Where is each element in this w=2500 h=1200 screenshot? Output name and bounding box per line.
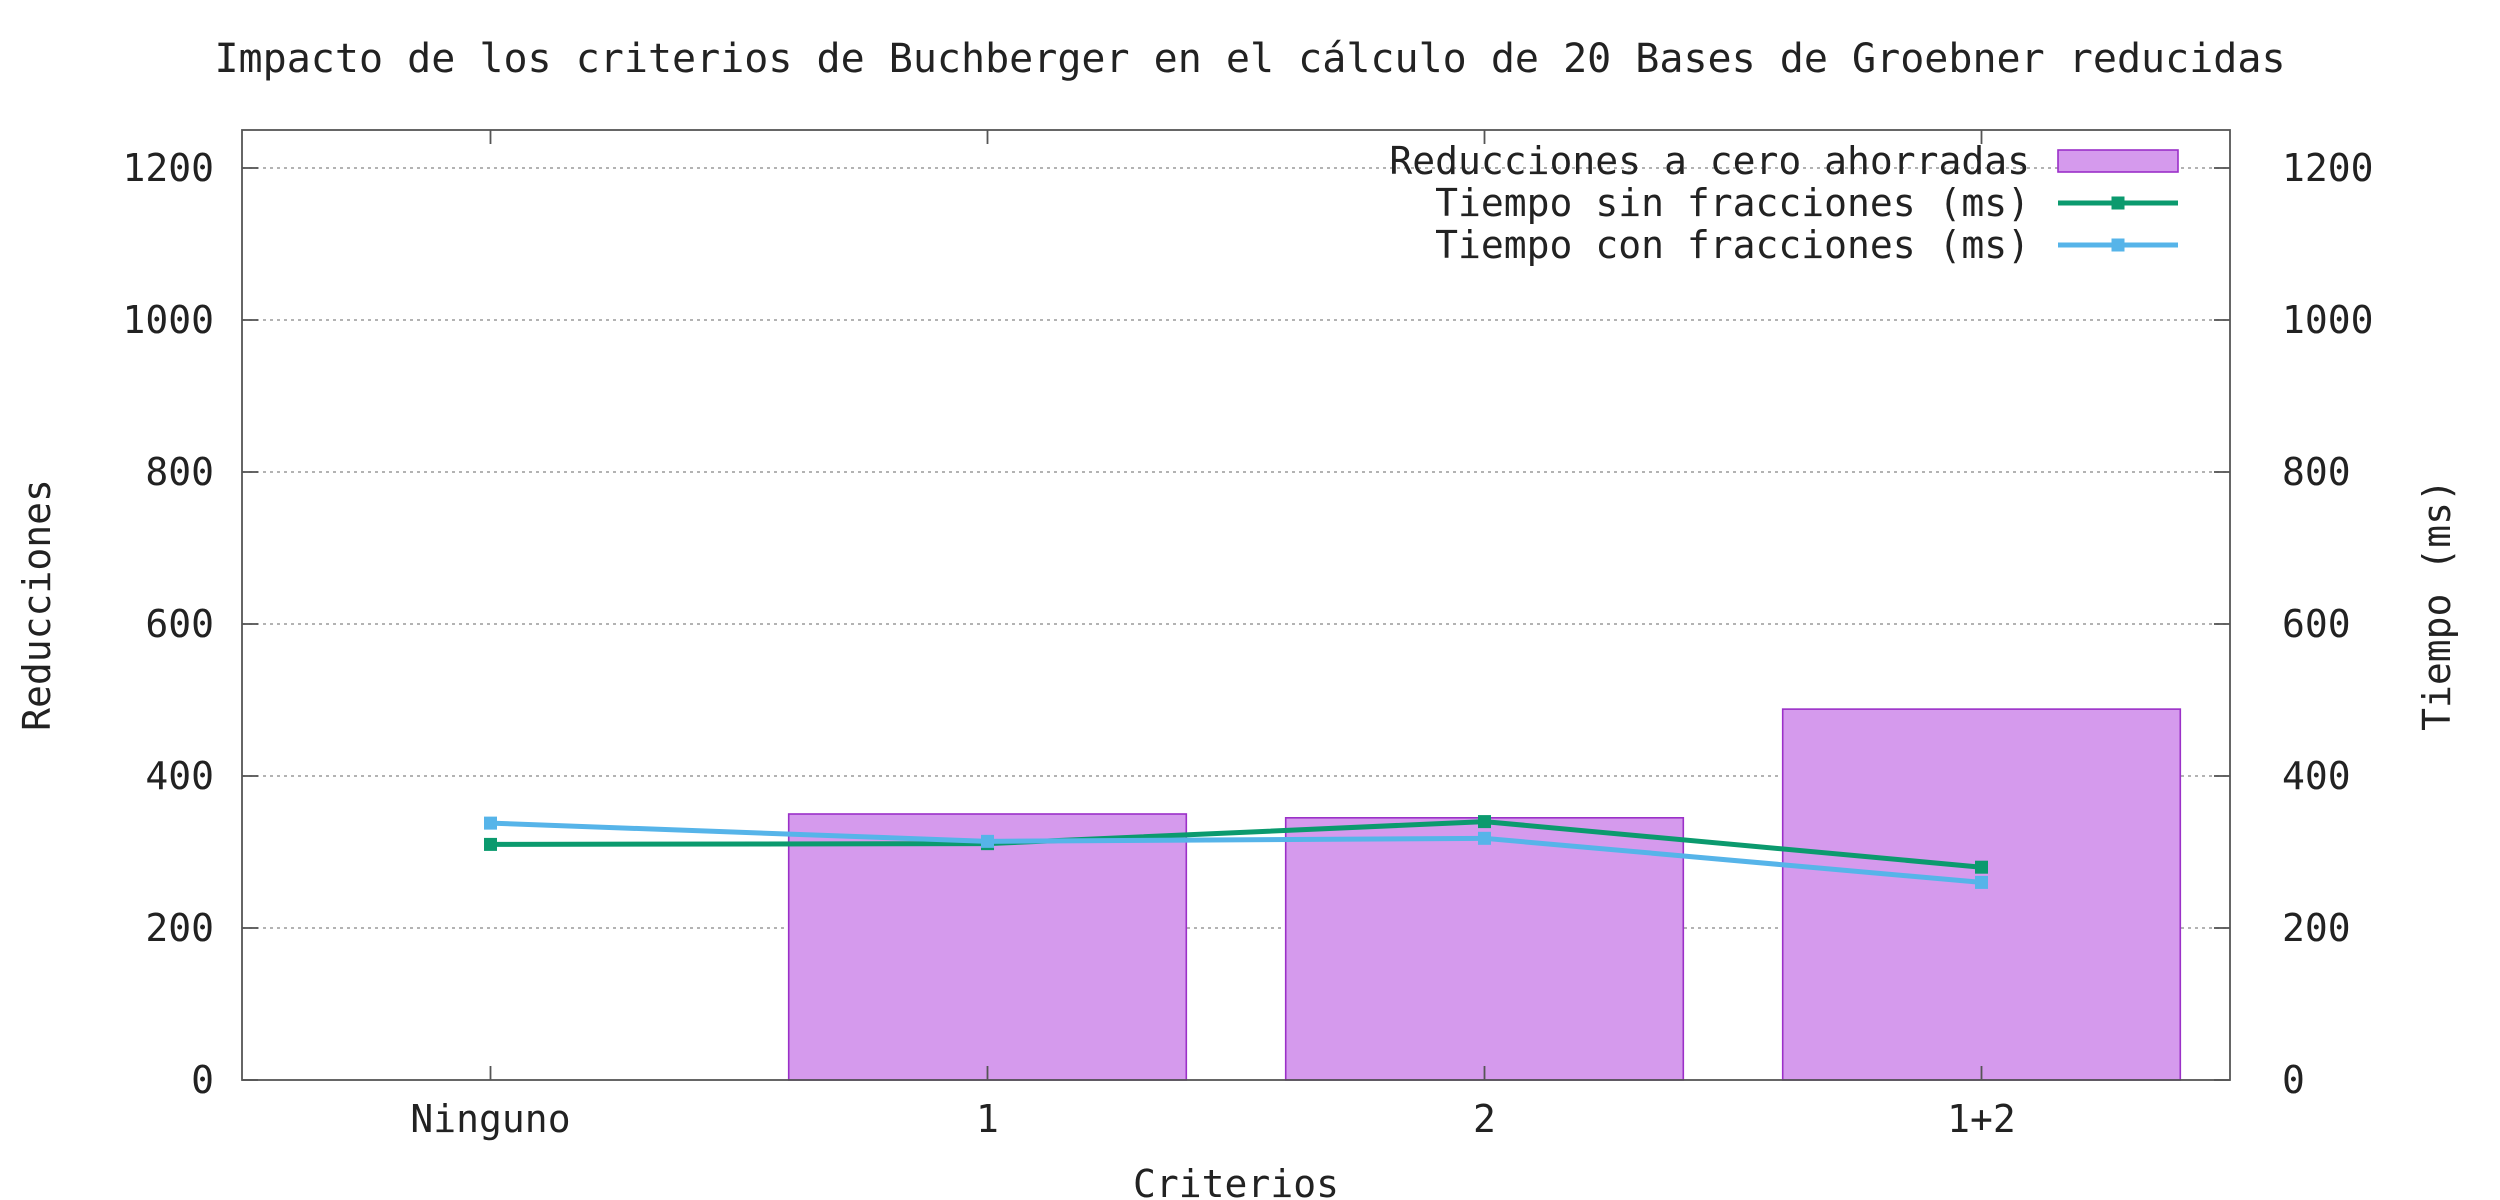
data-point: [1478, 815, 1491, 829]
data-point: [484, 816, 497, 830]
gridlines: [242, 167, 2230, 929]
legend-marker: [2111, 196, 2125, 210]
axis-ticks: 0200400600800100012000200400600800100012…: [122, 130, 2374, 1141]
y2-tick-label: 600: [2282, 602, 2351, 646]
legend-swatch: [2057, 149, 2179, 173]
y-tick-label: 1200: [122, 146, 214, 190]
x-tick-label: 1: [976, 1097, 999, 1141]
x-axis-label: Criterios: [1133, 1162, 1339, 1200]
y-tick-label: 600: [145, 602, 214, 646]
x-tick-label: Ninguno: [410, 1097, 570, 1141]
chart-title: Impacto de los criterios de Buchberger e…: [214, 36, 2285, 82]
data-point: [1975, 860, 1988, 874]
legend-label: Tiempo sin fracciones (ms): [1435, 181, 2030, 225]
y2-tick-label: 400: [2282, 754, 2351, 798]
y2-tick-label: 800: [2282, 450, 2351, 494]
y-axis-label: Reducciones: [15, 479, 59, 731]
x-tick-label: 2: [1473, 1097, 1496, 1141]
y-tick-label: 400: [145, 754, 214, 798]
y-tick-label: 800: [145, 450, 214, 494]
bar: [1781, 708, 2182, 1081]
y-tick-label: 1000: [122, 298, 214, 342]
bar-series: [787, 708, 2182, 1081]
y2-tick-label: 1000: [2282, 298, 2374, 342]
y2-tick-label: 0: [2282, 1058, 2305, 1102]
series-line: [490, 819, 1982, 870]
legend-label: Tiempo con fracciones (ms): [1435, 223, 2030, 267]
data-point: [484, 837, 497, 851]
legend-label: Reducciones a cero ahorradas: [1389, 139, 2030, 183]
y2-tick-label: 200: [2282, 906, 2351, 950]
line-series: [484, 815, 1988, 889]
data-point: [1975, 875, 1988, 889]
data-point: [981, 834, 994, 848]
x-tick-label: 1+2: [1947, 1097, 2016, 1141]
y-tick-label: 0: [191, 1058, 214, 1102]
y2-axis-label: Tiempo (ms): [2415, 479, 2459, 731]
series-line: [490, 820, 1982, 885]
bar: [1284, 816, 1685, 1081]
y-tick-label: 200: [145, 906, 214, 950]
y2-tick-label: 1200: [2282, 146, 2374, 190]
legend-marker: [2111, 238, 2125, 252]
plot-frame: [241, 129, 2231, 1081]
bar: [787, 813, 1188, 1081]
data-point: [1478, 831, 1491, 845]
